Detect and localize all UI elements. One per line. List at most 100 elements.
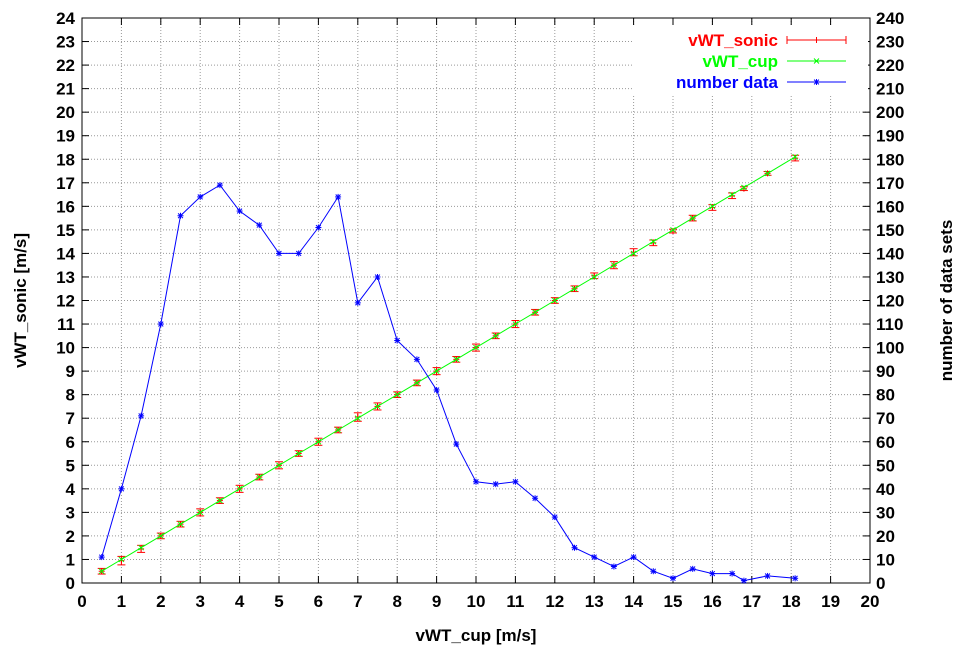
y2-tick-label: 230	[876, 33, 904, 52]
point-marker-d2	[315, 438, 322, 445]
y-tick-label: 20	[56, 103, 75, 122]
y2-axis-label: number of data sets	[937, 220, 956, 382]
point-marker-d2	[256, 222, 263, 228]
y-tick-label: 1	[66, 550, 75, 569]
point-marker-d2	[276, 462, 282, 469]
point-marker-d2	[764, 573, 771, 579]
x-tick-label: 17	[742, 592, 761, 611]
point-marker-d2	[813, 58, 820, 64]
legend-label: vWT_sonic	[688, 31, 778, 50]
point-marker-d2	[764, 170, 771, 177]
point-marker-d2	[217, 497, 223, 504]
point-marker-d2	[177, 212, 184, 219]
point-marker-d2	[236, 208, 243, 214]
y2-tick-label: 180	[876, 150, 904, 169]
point-marker-d2	[414, 380, 420, 386]
y2-tick-label: 60	[876, 433, 895, 452]
point-marker-d2	[512, 321, 519, 327]
point-marker-d2	[236, 485, 243, 492]
y-tick-label: 23	[56, 33, 75, 52]
y-tick-label: 22	[56, 56, 75, 75]
y-tick-label: 4	[66, 480, 76, 499]
point-marker-d2	[276, 250, 282, 257]
point-marker-d2	[492, 332, 499, 339]
point-marker-d2	[532, 309, 538, 316]
y2-tick-label: 120	[876, 292, 904, 311]
x-tick-label: 15	[664, 592, 683, 611]
x-tick-label: 19	[821, 592, 840, 611]
y2-tick-label: 140	[876, 244, 904, 263]
point-marker-d2	[157, 533, 164, 539]
y2-tick-label: 210	[876, 80, 904, 99]
point-marker-d2	[630, 554, 637, 560]
point-marker-d2	[689, 566, 696, 572]
point-marker-d2	[414, 356, 420, 363]
point-marker-d2	[295, 450, 302, 457]
series-layer	[97, 154, 800, 584]
point-marker-d2	[630, 250, 637, 257]
point-marker-d2	[197, 194, 203, 200]
x-tick-label: 9	[432, 592, 441, 611]
y-tick-label: 6	[66, 433, 75, 452]
y-tick-label: 15	[56, 221, 75, 240]
y-tick-label: 2	[66, 527, 75, 546]
point-marker-d2	[512, 479, 519, 485]
point-marker-d2	[792, 575, 798, 582]
point-marker-d2	[98, 568, 105, 575]
point-marker-d2	[315, 224, 322, 231]
x-tick-label: 5	[274, 592, 283, 611]
point-marker-d2	[792, 154, 798, 160]
x-tick-label: 1	[117, 592, 126, 611]
y2-tick-label: 200	[876, 103, 904, 122]
x-tick-label: 16	[703, 592, 722, 611]
x-tick-label: 3	[195, 592, 204, 611]
y-tick-label: 14	[56, 244, 75, 263]
y-tick-label: 7	[66, 409, 75, 428]
y2-tick-label: 160	[876, 197, 904, 216]
x-tick-label: 7	[353, 592, 362, 611]
y2-tick-label: 0	[876, 574, 885, 593]
y2-tick-label: 240	[876, 9, 904, 28]
point-marker-d2	[571, 544, 578, 551]
y2-tick-label: 190	[876, 127, 904, 146]
point-marker-d2	[532, 495, 538, 502]
series-line	[101, 184, 796, 582]
y2-tick-label: 40	[876, 480, 895, 499]
point-marker-d2	[355, 300, 361, 306]
point-marker-d2	[709, 203, 716, 210]
y-tick-label: 18	[56, 150, 75, 169]
point-marker-d2	[813, 79, 820, 85]
y2-tick-label: 150	[876, 221, 904, 240]
y-tick-label: 9	[66, 362, 75, 381]
point-marker-d2	[650, 238, 657, 245]
series-number-data	[98, 182, 799, 584]
ticks-layer: 0 1 2 3 4 5 6 7 8 9 10 11 12 13 14 15 16 17 18 19 2001234567…	[56, 9, 904, 611]
point-marker-d2	[551, 297, 558, 304]
y-tick-label: 3	[66, 503, 75, 522]
series-vWT_cup	[98, 154, 798, 575]
point-marker-d2	[670, 575, 676, 582]
point-marker-d2	[571, 285, 578, 292]
y-tick-label: 24	[56, 9, 75, 28]
y2-tick-label: 100	[876, 339, 904, 358]
point-marker-d2	[335, 427, 341, 433]
point-marker-d2	[670, 227, 676, 233]
x-axis-label: vWT_cup [m/s]	[416, 626, 537, 645]
x-tick-label: 4	[235, 592, 245, 611]
point-marker-d2	[118, 556, 125, 563]
series-line	[101, 156, 796, 572]
y-tick-label: 21	[56, 80, 75, 99]
point-marker-d2	[138, 413, 144, 419]
point-marker-d2	[611, 262, 617, 269]
y2-tick-label: 90	[876, 362, 895, 381]
point-marker-d2	[741, 577, 747, 584]
point-marker-d2	[177, 521, 184, 527]
point-marker-d2	[217, 182, 223, 188]
grid-layer	[82, 18, 870, 583]
point-marker-d2	[138, 544, 144, 551]
y2-tick-label: 20	[876, 527, 895, 546]
point-marker-d2	[354, 415, 361, 422]
y2-tick-label: 130	[876, 268, 904, 287]
